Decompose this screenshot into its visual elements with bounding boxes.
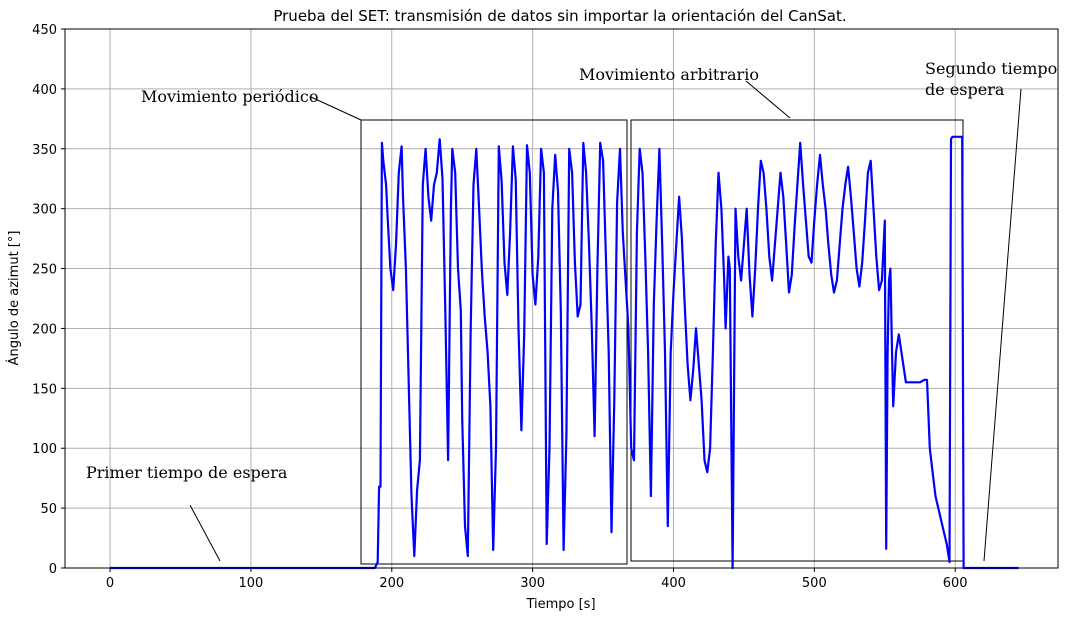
x-tick-label: 200 [379, 576, 404, 591]
chart-title: Prueba del SET: transmisión de datos sin… [273, 7, 846, 25]
annotation-second-wait-line2: de espera [925, 80, 1005, 99]
series-group [110, 135, 1019, 570]
first-wait-leader [189, 504, 221, 562]
y-tick-label: 300 [32, 203, 57, 218]
x-tick-label: 0 [106, 576, 114, 591]
y-tick-label: 350 [32, 143, 57, 158]
annotation-second-wait-line1: Segundo tiempo [925, 59, 1057, 78]
arbitrary-leader [745, 80, 791, 119]
plot-frame [64, 28, 1059, 569]
periodic-motion-box [360, 119, 628, 565]
series-line-0 [110, 135, 1019, 570]
second-wait-leader [983, 88, 1022, 562]
x-tick-label: 100 [239, 576, 264, 591]
y-tick-label: 50 [40, 502, 57, 517]
y-axis-label: Ángulo de azimut [°] [6, 231, 22, 366]
x-tick-labels: 0 100 200 300 400 500 600 [106, 568, 968, 591]
y-tick-labels: 0 50 100 150 200 250 300 350 400 450 [32, 23, 65, 577]
x-tick-label: 400 [661, 576, 686, 591]
x-tick-label: 300 [520, 576, 545, 591]
y-tick-label: 450 [32, 23, 57, 38]
y-tick-label: 250 [32, 263, 57, 278]
annotation-first-wait: Primer tiempo de espera [86, 463, 288, 482]
periodic-leader [310, 96, 362, 121]
y-tick-label: 150 [32, 382, 57, 397]
x-tick-label: 500 [802, 576, 827, 591]
x-axis-label: Tiempo [s] [525, 597, 595, 612]
y-tick-label: 0 [49, 562, 57, 577]
y-tick-label: 100 [32, 442, 57, 457]
annotation-periodic: Movimiento periódico [141, 87, 318, 106]
y-tick-label: 400 [32, 83, 57, 98]
annotation-arbitrary: Movimiento arbitrario [579, 65, 759, 84]
y-tick-label: 200 [32, 322, 57, 337]
x-tick-label: 600 [943, 576, 968, 591]
